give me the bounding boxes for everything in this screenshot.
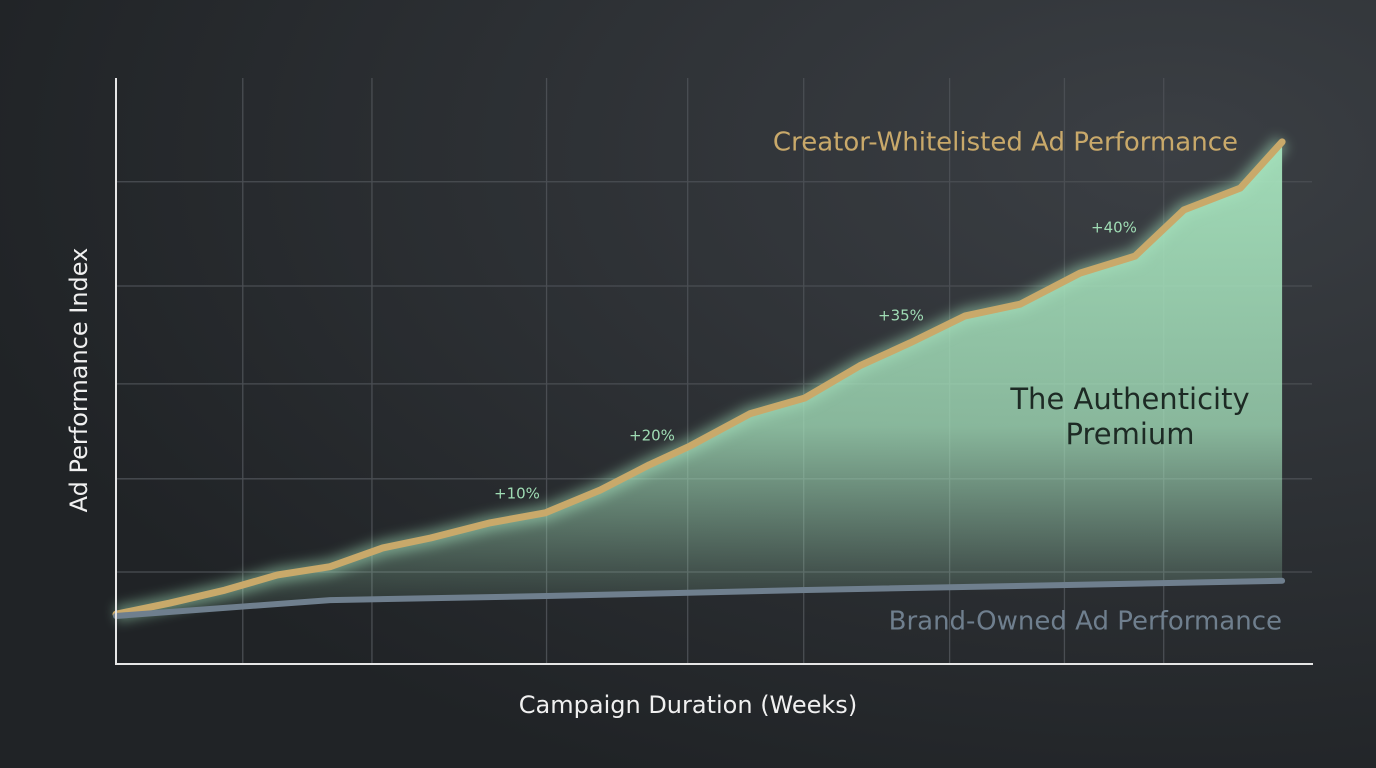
- premium-area: [116, 141, 1283, 616]
- series-label: Brand-Owned Ad Performance: [889, 607, 1282, 637]
- x-axis-label: Campaign Duration (Weeks): [519, 691, 857, 719]
- series-label: Creator-Whitelisted Ad Performance: [773, 128, 1238, 158]
- annotation: +10%: [494, 485, 540, 503]
- annotation: +40%: [1091, 219, 1137, 237]
- annotation: +35%: [878, 307, 924, 325]
- area-label: Premium: [1065, 417, 1194, 451]
- annotation: +20%: [629, 427, 675, 445]
- area-label: The Authenticity: [1009, 382, 1249, 416]
- series-line: [113, 577, 1286, 619]
- marks: [112, 136, 1289, 623]
- y-axis-label: Ad Performance Index: [65, 248, 93, 513]
- series-line: [112, 138, 1286, 618]
